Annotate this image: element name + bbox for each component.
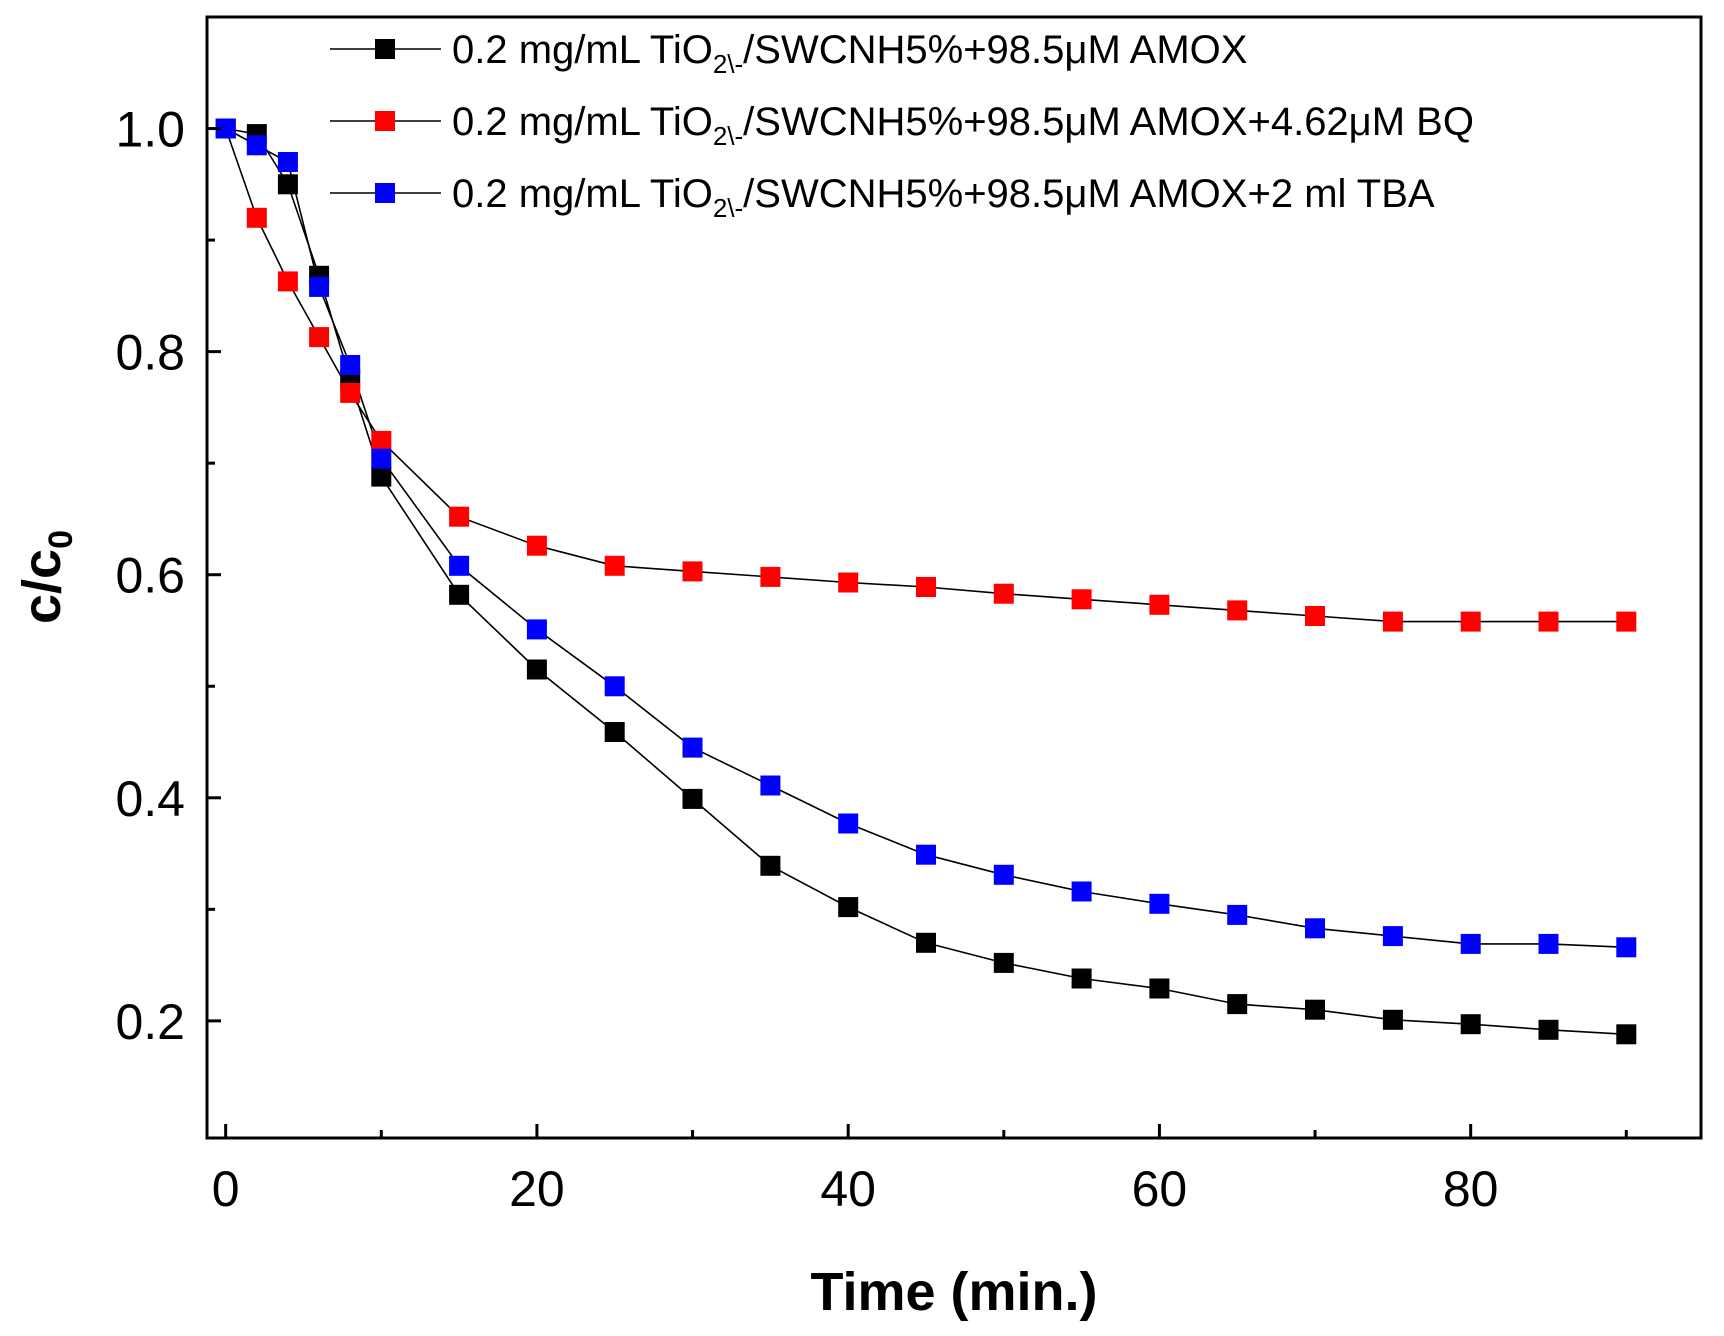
legend-label-subscript: 2\- — [713, 121, 743, 151]
legend-label-2: 0.2 mg/mL TiO2\-/SWCNH5%+98.5μM AMOX+2 m… — [452, 172, 1435, 223]
series-0-point — [1460, 1014, 1481, 1035]
series-2-point — [340, 355, 361, 375]
series-2-point — [760, 775, 781, 796]
series-1-point — [1616, 611, 1637, 632]
series-2-point — [371, 448, 392, 469]
legend-label-suffix: /SWCNH5%+98.5μM AMOX+4.62μM BQ — [743, 100, 1474, 144]
series-2-point — [526, 619, 547, 640]
x-axis-title: Time (min.) — [810, 1262, 1097, 1322]
series-1-point — [1149, 594, 1170, 615]
series-1-point — [449, 506, 470, 527]
series-1-point — [1305, 606, 1325, 626]
series-1-point — [1460, 611, 1481, 632]
series-1-point — [1071, 589, 1092, 610]
x-tick-label: 0 — [212, 1161, 240, 1217]
legend-marker-1 — [375, 111, 395, 131]
y-tick-label: 0.8 — [115, 325, 185, 381]
y-tick-label: 0.6 — [115, 548, 185, 604]
series-2-point — [916, 844, 936, 865]
series-2-point — [1149, 893, 1170, 914]
series-1-point — [1538, 611, 1559, 632]
series-0-point — [1227, 994, 1248, 1015]
series-0-point — [916, 932, 936, 953]
series-2-point — [993, 864, 1014, 885]
series-1-point — [1382, 611, 1403, 632]
series-0-point — [1538, 1019, 1559, 1040]
legend-label-prefix: 0.2 mg/mL TiO — [452, 172, 713, 216]
plot-marks — [215, 118, 1637, 1045]
y-tick-label: 1.0 — [115, 102, 185, 158]
series-2-point — [1460, 933, 1481, 954]
y-tick-label: 0.4 — [115, 771, 185, 827]
series-0-point — [371, 466, 392, 487]
series-1-point — [604, 555, 625, 576]
series-1-point — [838, 572, 859, 593]
tick-labels: 0 20 40 60 80 0.2 0.4 0.6 0.8 1.0 — [115, 102, 1498, 1217]
series-2-point — [1538, 933, 1559, 954]
series-1-point — [246, 207, 267, 228]
series-1-point — [916, 577, 936, 597]
series-0-point — [760, 855, 781, 876]
series-2-point — [1616, 937, 1637, 958]
series-0-point — [277, 174, 298, 195]
legend-label-subscript: 2\- — [713, 49, 743, 79]
legend-label-1: 0.2 mg/mL TiO2\-/SWCNH5%+98.5μM AMOX+4.6… — [452, 100, 1474, 151]
legend-label-prefix: 0.2 mg/mL TiO — [452, 28, 713, 72]
series-0-point — [838, 897, 859, 918]
series-0-point — [1149, 978, 1170, 999]
series-0-point — [449, 584, 470, 605]
x-tick-label: 80 — [1443, 1161, 1499, 1217]
series-2-point — [449, 555, 470, 576]
series-2-point — [277, 152, 298, 172]
x-tick-label: 60 — [1132, 1161, 1188, 1217]
axis-ticks — [207, 127, 1628, 1138]
series-2-point — [604, 676, 625, 697]
series-2-point — [838, 813, 859, 834]
series-2-point — [682, 737, 703, 758]
series-line-2 — [225, 127, 1627, 949]
series-0-point — [526, 659, 547, 680]
series-2-point — [215, 118, 236, 139]
legend-label-0: 0.2 mg/mL TiO2\-/SWCNH5%+98.5μM AMOX — [452, 28, 1247, 79]
series-0-point — [1616, 1024, 1637, 1045]
plot-frame — [205, 15, 1703, 1140]
series-1-point — [371, 430, 392, 451]
legend-label-suffix: /SWCNH5%+98.5μM AMOX — [743, 28, 1247, 72]
series-0-point — [1382, 1009, 1403, 1030]
series-1-point — [277, 271, 298, 292]
legend: 0.2 mg/mL TiO2\-/SWCNH5%+98.5μM AMOX0.2 … — [330, 28, 1474, 223]
series-1-point — [1227, 600, 1248, 621]
series-0-point — [1305, 999, 1325, 1020]
series-1-point — [760, 566, 781, 587]
series-0-point — [993, 952, 1014, 973]
legend-label-suffix: /SWCNH5%+98.5μM AMOX+2 ml TBA — [743, 172, 1435, 216]
series-2-point — [1071, 881, 1092, 902]
series-1-point — [340, 382, 361, 403]
series-0-point — [1071, 968, 1092, 989]
y-axis-title-base: c/c — [12, 549, 72, 624]
legend-label-subscript: 2\- — [713, 193, 743, 223]
legend-marker-2 — [375, 183, 395, 203]
series-line-1 — [224, 128, 1627, 623]
x-tick-label: 20 — [509, 1161, 565, 1217]
series-2-point — [309, 276, 330, 297]
series-2-point — [1305, 918, 1325, 939]
y-tick-label: 0.2 — [115, 994, 185, 1050]
legend-marker-0 — [375, 39, 395, 59]
series-0-point — [682, 788, 703, 809]
series-1-point — [526, 535, 547, 556]
y-axis-title-subscript: 0 — [42, 530, 80, 549]
legend-label-prefix: 0.2 mg/mL TiO — [452, 100, 713, 144]
series-2-point — [1227, 904, 1248, 925]
series-1-point — [309, 327, 330, 348]
series-1-point — [682, 561, 703, 582]
series-2-point — [246, 135, 267, 156]
y-axis-title: c/c0 — [12, 530, 80, 624]
series-2-point — [1382, 926, 1403, 947]
series-0-point — [604, 722, 625, 742]
series-1-point — [993, 583, 1014, 604]
x-tick-label: 40 — [820, 1161, 876, 1217]
